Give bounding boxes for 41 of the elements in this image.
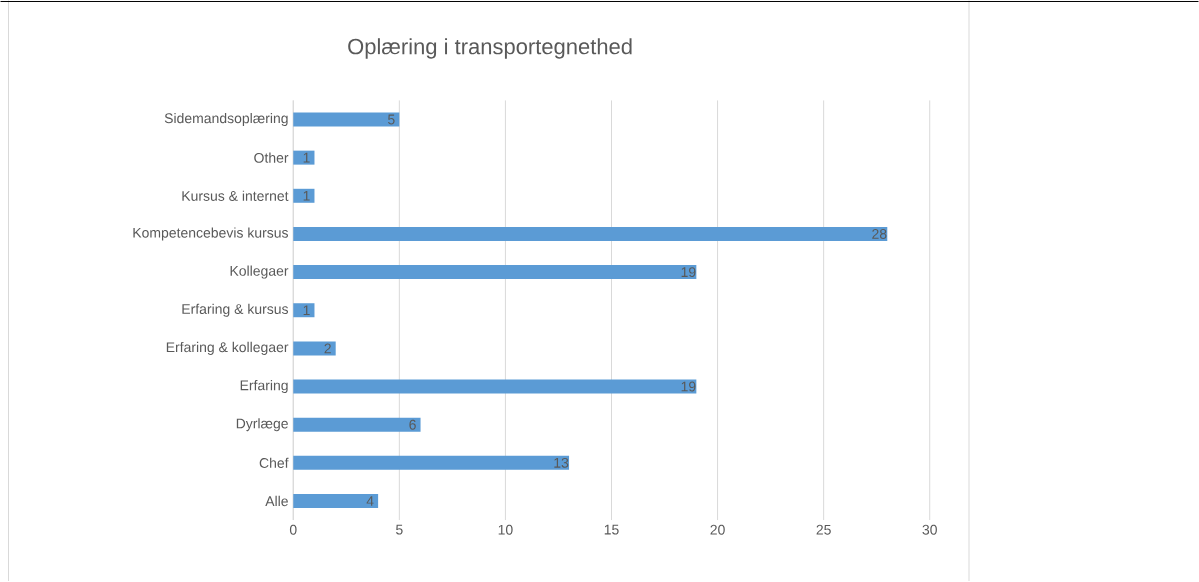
- y-tick-label: Dyrlæge: [236, 418, 288, 432]
- bar: [293, 456, 570, 471]
- data-label: 4: [366, 496, 374, 507]
- y-tick-label: Erfaring & kursus: [182, 303, 289, 318]
- bar: [293, 150, 315, 165]
- bar: [293, 417, 421, 432]
- x-tick-label: 30: [922, 525, 937, 535]
- x-tick-label: 20: [710, 525, 725, 535]
- x-tick-label: 10: [498, 525, 513, 535]
- y-tick-label: Chef: [259, 457, 289, 469]
- bar: [293, 494, 379, 509]
- bar: [293, 379, 697, 394]
- data-label: 19: [681, 267, 696, 278]
- data-label: 1: [303, 153, 310, 163]
- data-label: 6: [409, 419, 416, 430]
- y-tick-label: Kursus & internet: [182, 190, 289, 202]
- y-tick-label: Other: [254, 152, 289, 164]
- x-tick-label: 0: [289, 525, 297, 535]
- bar: [293, 112, 400, 127]
- y-tick-label: Erfaring: [240, 380, 288, 394]
- y-tick-label: Sidemandsoplæring: [164, 113, 288, 127]
- x-tick-label: 25: [816, 525, 831, 535]
- data-label: 2: [324, 343, 331, 354]
- data-label: 1: [303, 191, 310, 201]
- x-tick-label: 5: [396, 525, 403, 535]
- x-tick-label: 15: [604, 525, 619, 535]
- bar: [293, 341, 336, 356]
- bar: [293, 227, 888, 242]
- bar: [293, 189, 315, 204]
- y-tick-label: Alle: [265, 496, 288, 507]
- data-label: 28: [872, 229, 887, 240]
- y-tick-label: Erfaring & kollegaer: [166, 342, 289, 356]
- bar: [293, 265, 697, 280]
- bar: [293, 303, 315, 318]
- y-tick-label: Kollegaer: [230, 265, 289, 279]
- data-label: 5: [388, 114, 395, 125]
- chart-title: Oplæring i transportegnethed: [348, 38, 632, 59]
- y-tick-label: Kompetencebevis kursus: [133, 227, 288, 241]
- data-label: 1: [303, 305, 310, 316]
- data-label: 13: [554, 458, 569, 469]
- data-label: 19: [681, 381, 696, 392]
